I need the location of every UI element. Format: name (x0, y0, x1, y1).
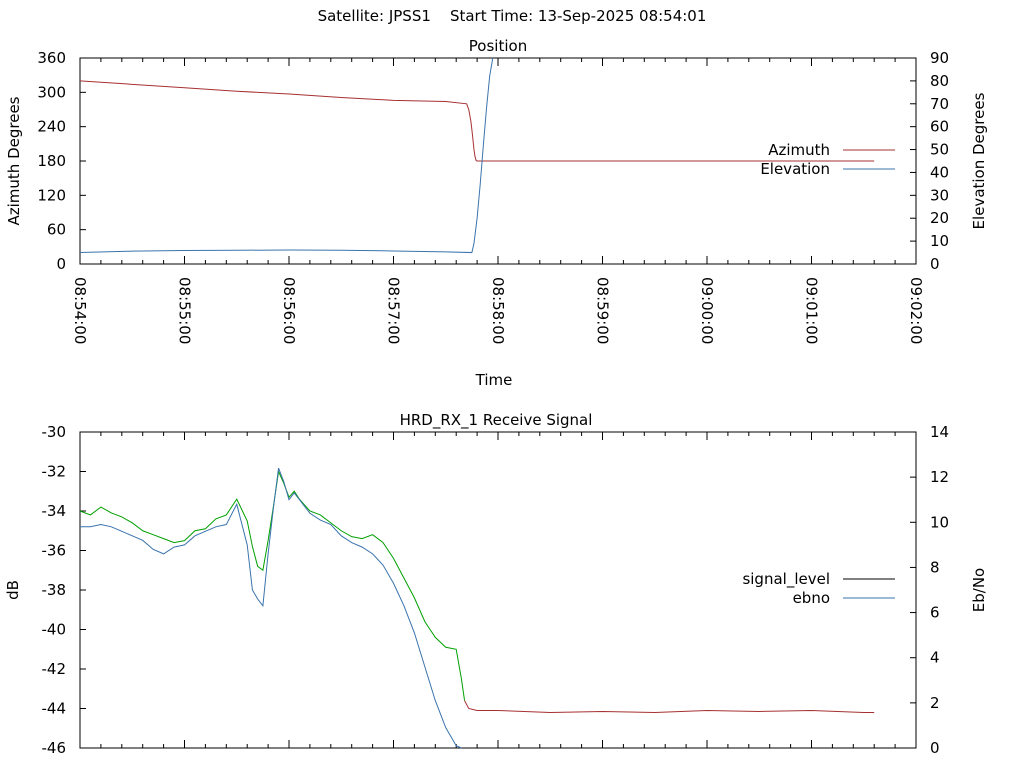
signal-y-left-tick-label: -32 (42, 463, 67, 481)
position-x-tick-label: 08:55:00 (175, 277, 193, 344)
signal-y-right-tick-label: 6 (930, 604, 940, 622)
position-x-tick-label: 08:58:00 (489, 277, 507, 344)
position-y-right-tick-label: 40 (930, 163, 949, 181)
page-title: Satellite: JPSS1 Start Time: 13-Sep-2025… (317, 7, 707, 25)
signal-y-right-label: Eb/No (970, 568, 988, 612)
position-y-right-tick-label: 60 (930, 118, 949, 136)
position-y-right-tick-label: 20 (930, 209, 949, 227)
signal-y-right-tick-label: 10 (930, 513, 949, 531)
position-x-tick-label: 09:02:00 (907, 277, 925, 344)
signal-chart-title: HRD_RX_1 Receive Signal (400, 411, 593, 430)
position-elevation-series-line (79, 57, 494, 254)
signal-y-left-tick-label: -34 (42, 502, 67, 520)
signal-y-right-tick-label: 4 (930, 649, 940, 667)
position-y-left-tick-label: 300 (37, 83, 66, 101)
position-y-left-tick-label: 180 (37, 152, 66, 170)
signal-y-left-tick-label: -38 (42, 581, 67, 599)
position-y-right-label: Elevation Degrees (970, 92, 988, 229)
position-x-label: Time (475, 371, 513, 389)
position-x-tick-label: 08:56:00 (280, 277, 298, 344)
signal-y-right-tick-label: 2 (930, 694, 940, 712)
signal-plot-frame (79, 431, 917, 749)
position-y-right-tick-label: 90 (930, 49, 949, 67)
signal-y-left-tick-label: -30 (42, 423, 67, 441)
position-x-tick-label: 08:59:00 (593, 277, 611, 344)
position-y-left-label: Azimuth Degrees (5, 96, 23, 225)
position-y-left-tick-label: 240 (37, 118, 66, 136)
signal-y-right-tick-label: 12 (930, 468, 949, 486)
signal-y-right-tick-label: 14 (930, 423, 949, 441)
position-x-tick-label: 08:57:00 (384, 277, 402, 344)
signal-y-left-tick-label: -44 (42, 700, 67, 718)
legend-label-elevation: Elevation (760, 160, 830, 178)
position-y-right-tick-label: 10 (930, 232, 949, 250)
signal-y-left-tick-label: -36 (42, 542, 67, 560)
position-y-right-tick-label: 30 (930, 186, 949, 204)
position-y-right-tick-label: 50 (930, 141, 949, 159)
signal-y-left-tick-label: -42 (42, 660, 67, 678)
position-x-tick-label: 08:54:00 (71, 277, 89, 344)
signal-ebno-series-line (80, 467, 462, 749)
position-y-right-tick-label: 80 (930, 72, 949, 90)
signal-y-left-tick-label: -40 (42, 621, 67, 639)
legend-label-ebno: ebno (793, 589, 830, 607)
signal-y-right-tick-label: 0 (930, 739, 940, 757)
position-chart-title: Position (469, 37, 527, 55)
position-azimuth-series-line (79, 80, 875, 162)
position-y-left-tick-label: 0 (56, 255, 66, 273)
signal-signal-level-series-line (79, 469, 466, 701)
legend-label-azimuth: Azimuth (768, 141, 830, 159)
signal-y-right-tick-label: 8 (930, 558, 940, 576)
signal-y-left-label: dB (4, 580, 22, 600)
position-y-left-tick-label: 120 (37, 186, 66, 204)
position-x-tick-label: 09:01:00 (802, 277, 820, 344)
position-y-left-tick-label: 60 (47, 221, 66, 239)
position-y-right-tick-label: 0 (930, 255, 940, 273)
position-x-tick-label: 09:00:00 (698, 277, 716, 344)
signal-signal-level-series-line (464, 700, 875, 713)
legend-label-signal-level: signal_level (742, 570, 830, 589)
position-y-right-tick-label: 70 (930, 95, 949, 113)
signal-y-left-tick-label: -46 (42, 739, 67, 757)
position-y-left-tick-label: 360 (37, 49, 66, 67)
